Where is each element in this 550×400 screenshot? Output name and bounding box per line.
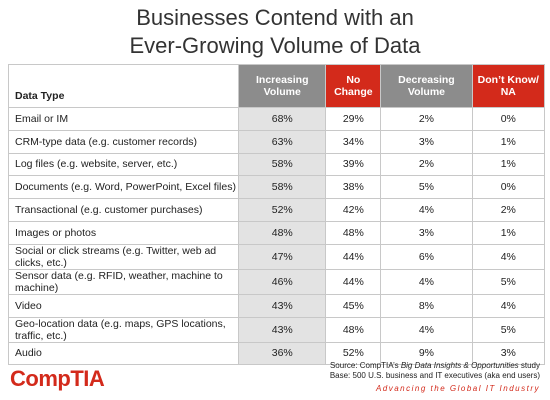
value-cell: 52% [325, 341, 382, 366]
value-cell: 5% [380, 175, 473, 200]
tagline: Advancing the Global IT Industry [375, 384, 540, 393]
column-header: Increasing Volume [238, 64, 327, 108]
column-header: Decreasing Volume [380, 64, 473, 108]
value-cell: 46% [238, 268, 327, 295]
value-cell: 34% [325, 129, 382, 154]
value-cell: 43% [238, 316, 327, 343]
value-cell: 1% [471, 129, 546, 154]
value-cell: 48% [325, 316, 382, 343]
data-type-cell: CRM-type data (e.g. customer records) [7, 129, 240, 154]
data-type-cell: Documents (e.g. Word, PowerPoint, Excel … [7, 175, 240, 200]
value-cell: 58% [238, 152, 327, 177]
value-cell: 3% [471, 341, 546, 366]
value-cell: 4% [380, 198, 473, 222]
source-note: Source: CompTIA’s Big Data Insights & Op… [330, 361, 540, 381]
table-row: Sensor data (e.g. RFID, weather, machine… [7, 268, 546, 295]
value-cell: 52% [238, 198, 327, 222]
table-row: Log files (e.g. website, server, etc.) 58… [7, 152, 546, 177]
title: Businesses Contend with an Ever-Growing … [0, 4, 550, 60]
table-row: Video 43% 45% 8% 4% [7, 293, 546, 318]
value-cell: 3% [380, 220, 473, 245]
value-cell: 5% [471, 268, 546, 295]
data-type-cell: Sensor data (e.g. RFID, weather, machine… [7, 268, 240, 295]
value-cell: 44% [325, 243, 382, 270]
value-cell: 2% [380, 152, 473, 177]
data-type-cell: Transactional (e.g. customer purchases) [7, 198, 240, 222]
table-row: Images or photos 48% 48% 3% 1% [7, 220, 546, 245]
value-cell: 1% [471, 220, 546, 245]
value-cell: 5% [471, 316, 546, 343]
column-header: Don’t Know/ NA [471, 64, 546, 108]
table-row: CRM-type data (e.g. customer records) 63%… [7, 129, 546, 154]
value-cell: 58% [238, 175, 327, 200]
value-cell: 39% [325, 152, 382, 177]
value-cell: 0% [471, 175, 546, 200]
table-row: Geo-location data (e.g. maps, GPS locati… [7, 316, 546, 343]
source-study: Big Data Insights & Opportunities [400, 361, 519, 370]
value-cell: 44% [325, 268, 382, 295]
data-type-cell: Social or click streams (e.g. Twitter, w… [7, 243, 240, 270]
title-line: Businesses Contend with an [136, 5, 414, 30]
value-cell: 4% [380, 316, 473, 343]
value-cell: 63% [238, 129, 327, 154]
value-cell: 42% [325, 198, 382, 222]
table-row: Social or click streams (e.g. Twitter, w… [7, 243, 546, 270]
value-cell: 48% [238, 220, 327, 245]
source-line: Source: CompTIA’s Big Data Insights & Op… [330, 361, 540, 371]
value-cell: 68% [238, 107, 327, 131]
value-cell: 2% [471, 198, 546, 222]
value-cell: 4% [471, 243, 546, 270]
value-cell: 3% [380, 129, 473, 154]
source-suffix: study [518, 361, 540, 370]
header-row: Data Type Increasing Volume No Change Decre… [7, 64, 546, 108]
data-type-cell: Log files (e.g. website, server, etc.) [7, 152, 240, 177]
value-cell: 47% [238, 243, 327, 270]
value-cell: 45% [325, 293, 382, 318]
value-cell: 2% [380, 107, 473, 131]
data-type-cell: Email or IM [7, 107, 240, 131]
data-table: Data Type Increasing Volume No Change Decre… [7, 64, 546, 366]
value-cell: 29% [325, 107, 382, 131]
value-cell: 8% [380, 293, 473, 318]
value-cell: 48% [325, 220, 382, 245]
data-type-cell: Images or photos [7, 220, 240, 245]
value-cell: 1% [471, 152, 546, 177]
data-type-cell: Audio [7, 341, 240, 366]
value-cell: 4% [380, 268, 473, 295]
base-line: Base: 500 U.S. business and IT executive… [329, 371, 540, 380]
title-line: Ever-Growing Volume of Data [129, 33, 421, 58]
table-body: Email or IM 68% 29% 2% 0% CRM-type data (e.g.… [7, 107, 546, 366]
table-row: Email or IM 68% 29% 2% 0% [7, 107, 546, 131]
table-row: Transactional (e.g. customer purchases) 5… [7, 198, 546, 222]
logo: CompTIA [10, 366, 105, 391]
value-cell: 43% [238, 293, 327, 318]
value-cell: 4% [471, 293, 546, 318]
source-prefix: Source: CompTIA’s [329, 361, 401, 370]
column-header: Data Type [7, 64, 240, 108]
value-cell: 36% [238, 341, 327, 366]
column-header: No Change [325, 64, 382, 108]
data-type-cell: Video [7, 293, 240, 318]
table-row: Documents (e.g. Word, PowerPoint, Excel … [7, 175, 546, 200]
value-cell: 38% [325, 175, 382, 200]
value-cell: 6% [380, 243, 473, 270]
value-cell: 0% [471, 107, 546, 131]
data-type-cell: Geo-location data (e.g. maps, GPS locati… [7, 316, 240, 343]
table-row: Audio 36% 52% 9% 3% [7, 341, 546, 366]
